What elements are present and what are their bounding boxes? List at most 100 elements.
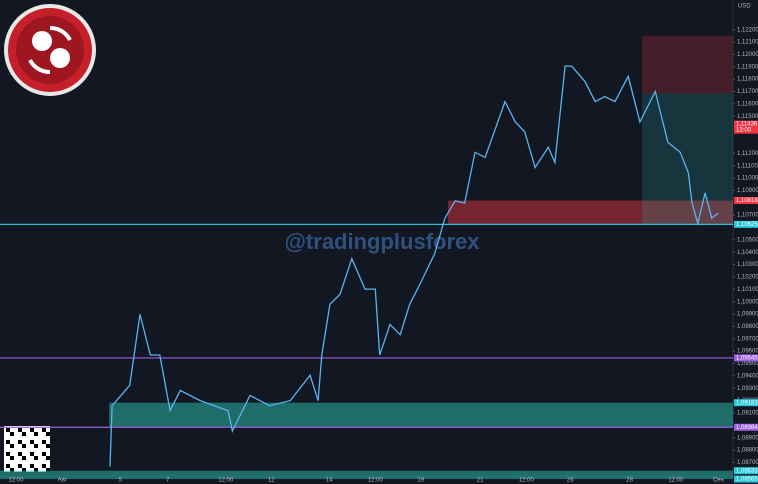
qr-cell [6, 452, 10, 456]
y-tick-label: 1,12100 [737, 40, 758, 46]
price-tag [734, 120, 758, 134]
qr-cell [18, 440, 22, 444]
x-tick-label: 12:00 [9, 478, 25, 484]
qr-cell [18, 464, 22, 468]
qr-cell [46, 432, 50, 436]
qr-cell [10, 468, 14, 472]
y-tick-label: 1,11000 [737, 176, 758, 182]
y-tick-label: 1,10500 [737, 237, 758, 243]
qr-cell [6, 428, 10, 432]
price-tag [734, 220, 758, 228]
qr-cell [46, 444, 50, 448]
x-tick-label: 14 [326, 478, 333, 484]
y-tick-label: 1,09800 [737, 324, 758, 330]
y-tick-label: 1,11500 [737, 114, 758, 120]
y-tick-label: 1,08900 [737, 435, 758, 441]
qr-cell [22, 444, 26, 448]
x-tick-label: 28 [626, 478, 633, 484]
price-tag [734, 423, 758, 431]
currency-label: USD [738, 4, 751, 10]
qr-cell [30, 428, 34, 432]
qr-cell [10, 432, 14, 436]
qr-cell [30, 464, 34, 468]
y-tick-label: 1,09500 [737, 361, 758, 367]
x-tick-label: Авг [58, 478, 68, 484]
price-tag-label: 1,08565 [736, 477, 758, 483]
y-tick-label: 1,12200 [737, 27, 758, 33]
y-tick-label: 1,08700 [737, 460, 758, 466]
zone [642, 93, 733, 225]
price-tag [734, 197, 758, 205]
qr-cell [34, 468, 38, 472]
y-tick-label: 1,11200 [737, 151, 758, 157]
qr-code [4, 426, 50, 472]
price-tag-label: 1,09545 [736, 356, 758, 362]
qr-cell [30, 440, 34, 444]
x-tick-label: 12:00 [368, 478, 384, 484]
zone [642, 35, 733, 94]
watermark: @tradingplusforex [284, 229, 480, 254]
x-tick-label: 12 [268, 478, 275, 484]
qr-cell [42, 428, 46, 432]
qr-cell [6, 440, 10, 444]
y-tick-label: 1,10900 [737, 188, 758, 194]
price-tag-label: 1,11436 [736, 122, 758, 128]
price-tag-label: 1,08984 [736, 425, 758, 431]
qr-cell [10, 444, 14, 448]
price-tag-label: 1,08633 [736, 468, 758, 474]
qr-cell [22, 456, 26, 460]
y-tick-label: 1,09300 [737, 386, 758, 392]
x-tick-label: 12:00 [519, 478, 535, 484]
x-tick-label: 21 [477, 478, 484, 484]
qr-cell [42, 452, 46, 456]
price-tag-time: 13:00 [736, 128, 752, 134]
y-tick-label: 1,11900 [737, 64, 758, 70]
y-tick-label: 1,10400 [737, 250, 758, 256]
qr-cell [10, 456, 14, 460]
x-tick-label: 7 [166, 478, 170, 484]
price-tag-label: 1,09183 [736, 400, 758, 406]
zone [447, 200, 733, 225]
logo [4, 4, 96, 96]
y-tick-label: 1,11700 [737, 89, 758, 95]
qr-cell [34, 444, 38, 448]
y-tick-label: 1,10100 [737, 287, 758, 293]
y-tick-label: 1,11600 [737, 101, 758, 107]
y-tick-label: 1,09400 [737, 373, 758, 379]
qr-cell [42, 440, 46, 444]
price-tag [734, 467, 758, 475]
qr-cell [34, 432, 38, 436]
x-tick-label: 19 [417, 478, 424, 484]
qr-cell [46, 456, 50, 460]
qr-cell [42, 464, 46, 468]
y-tick-label: 1,09900 [737, 312, 758, 318]
y-tick-label: 1,10300 [737, 262, 758, 268]
y-tick-label: 1,11800 [737, 77, 758, 83]
qr-cell [22, 432, 26, 436]
price-tag [734, 475, 758, 483]
x-tick-label: 26 [567, 478, 574, 484]
y-tick-label: 1,12000 [737, 52, 758, 58]
y-tick-label: 1,09700 [737, 336, 758, 342]
price-line [109, 65, 719, 467]
zone [109, 402, 734, 428]
x-tick-label: 5 [119, 478, 123, 484]
price-tag-label: 1,10625 [736, 222, 758, 228]
qr-cell [6, 464, 10, 468]
x-tick-label: 12:00 [218, 478, 234, 484]
y-tick-label: 1,08800 [737, 448, 758, 454]
qr-cell [34, 456, 38, 460]
y-tick-label: 1,09600 [737, 349, 758, 355]
qr-cell [30, 452, 34, 456]
x-tick-label: 12:00 [668, 478, 684, 484]
price-tag-label: 1,10818 [736, 198, 758, 204]
price-tag [734, 354, 758, 362]
y-tick-label: 1,10700 [737, 213, 758, 219]
qr-cell [18, 428, 22, 432]
y-tick-label: 1,11100 [737, 163, 758, 169]
y-tick-label: 1,10200 [737, 275, 758, 281]
qr-cell [22, 468, 26, 472]
zone [0, 470, 733, 480]
y-tick-label: 1,10000 [737, 299, 758, 305]
